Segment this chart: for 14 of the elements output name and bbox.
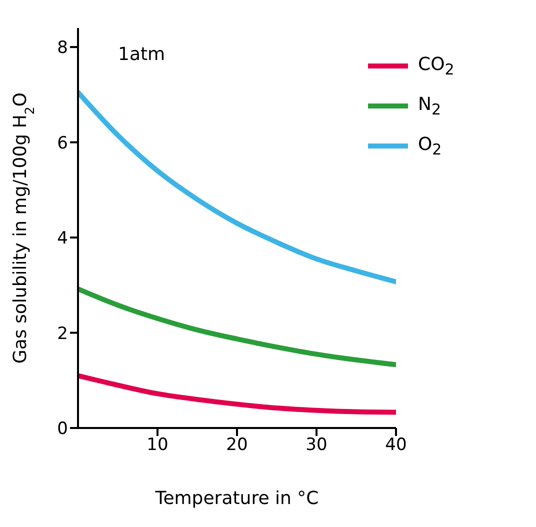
x-tick-label: 20 bbox=[226, 435, 248, 456]
y-tick-label: 2 bbox=[57, 324, 68, 344]
x-tick-label: 40 bbox=[385, 435, 407, 456]
legend-label: O$_{2}$ bbox=[418, 134, 442, 159]
y-tick-label: 8 bbox=[57, 38, 68, 58]
x-tick-label: 10 bbox=[146, 435, 168, 456]
x-tick-label: 30 bbox=[306, 435, 328, 456]
y-tick-label: 0 bbox=[57, 419, 68, 440]
y-tick-label: 4 bbox=[57, 228, 68, 249]
annotation: 1atm bbox=[118, 44, 166, 65]
x-axis-title: Temperature in °C bbox=[154, 488, 319, 509]
y-tick-label: 6 bbox=[57, 133, 68, 154]
legend-label: CO$_{2}$ bbox=[418, 54, 454, 79]
legend-label: N$_{2}$ bbox=[418, 94, 442, 119]
